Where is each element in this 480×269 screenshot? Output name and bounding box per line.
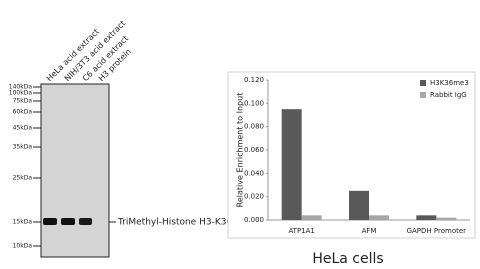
- marker-label: 45kDa: [13, 125, 33, 132]
- band: [43, 218, 57, 225]
- y-tick-label: 0.020: [244, 193, 264, 201]
- bar: [349, 191, 369, 220]
- legend-swatch: [420, 80, 426, 86]
- y-tick-label: 0.100: [244, 99, 264, 107]
- bar: [302, 215, 322, 220]
- bar: [282, 109, 302, 220]
- marker-label: 100kDa: [9, 90, 33, 97]
- y-tick-label: 0.000: [244, 216, 264, 224]
- legend-label: Rabbit IgG: [430, 91, 467, 99]
- marker-label: 10kDa: [13, 243, 33, 250]
- bar: [416, 215, 436, 220]
- y-tick-label: 0.120: [244, 76, 264, 84]
- y-tick-label: 0.080: [244, 123, 264, 131]
- band-label: TriMethyl-Histone H3-K36: [117, 218, 232, 228]
- y-tick-label: 0.040: [244, 169, 264, 177]
- caption: HeLa cells: [312, 251, 383, 267]
- x-tick-label: AFM: [362, 227, 377, 235]
- marker-label: 25kDa: [13, 175, 33, 182]
- legend-swatch: [420, 92, 426, 98]
- band: [61, 218, 75, 225]
- membrane: [41, 84, 109, 257]
- x-tick-label: GAPDH Promoter: [407, 227, 467, 235]
- marker-label: 60kDa: [13, 109, 33, 116]
- marker-label: 35kDa: [13, 144, 33, 151]
- figure: TriMethyl-Histone H3-K36 HeLa cells Rela…: [0, 0, 480, 269]
- x-tick-label: ATP1A1: [288, 227, 314, 235]
- band: [79, 218, 92, 225]
- bar: [369, 215, 389, 220]
- y-tick-label: 0.060: [244, 146, 264, 154]
- legend-label: H3K36me3: [430, 79, 469, 87]
- marker-label: 75kDa: [13, 98, 33, 105]
- marker-label: 15kDa: [13, 219, 33, 226]
- bar: [436, 218, 456, 220]
